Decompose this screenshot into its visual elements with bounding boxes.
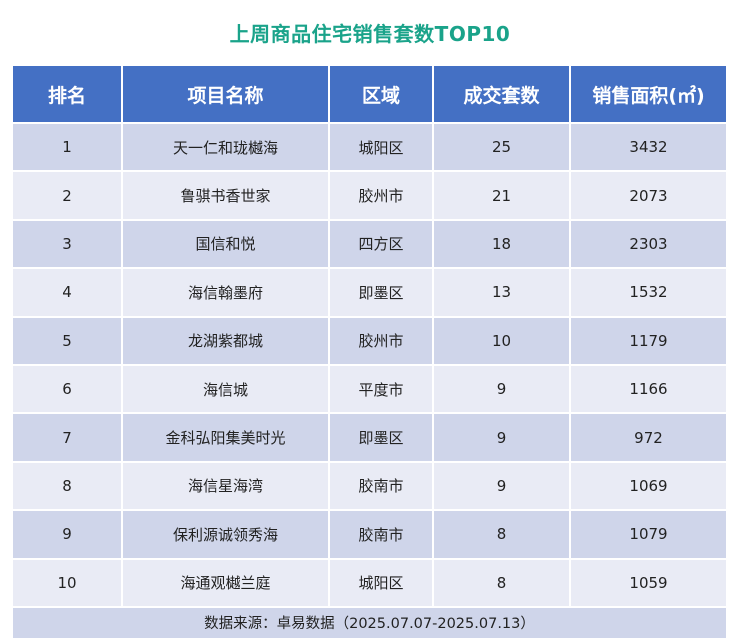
units-sold-cell: 21 [432,170,570,220]
table-row: 4 海信翰墨府 即墨区 13 1532 [13,267,726,317]
project-name-cell: 龙湖紫都城 [121,315,329,365]
rank-cell: 4 [13,267,122,317]
sales-area-cell: 2073 [569,170,726,220]
column-header-project-name: 项目名称 [121,66,329,123]
rank-cell: 7 [13,412,122,462]
district-cell: 胶南市 [328,509,433,559]
project-name-cell: 海信城 [121,363,329,414]
table-header-row: 排名 项目名称 区域 成交套数 销售面积(㎡) [13,66,726,123]
column-header-district: 区域 [328,66,433,123]
district-cell: 四方区 [328,218,433,269]
sales-area-cell: 972 [569,412,726,462]
units-sold-cell: 10 [432,315,570,365]
district-cell: 城阳区 [328,557,433,607]
sales-area-cell: 3432 [569,121,726,172]
table-row: 7 金科弘阳集美时光 即墨区 9 972 [13,412,726,462]
rank-cell: 9 [13,509,122,559]
page-title: 上周商品住宅销售套数TOP10 [229,22,511,46]
project-name-cell: 海通观樾兰庭 [121,557,329,607]
rank-cell: 1 [13,121,122,172]
district-cell: 城阳区 [328,121,433,172]
district-cell: 平度市 [328,363,433,414]
data-source-note: 数据来源：卓易数据（2025.07.07-2025.07.13） [13,605,726,638]
table-row: 9 保利源诚领秀海 胶南市 8 1079 [13,509,726,559]
rank-cell: 8 [13,460,122,511]
sales-area-cell: 1059 [569,557,726,607]
table-row: 2 鲁骐书香世家 胶州市 21 2073 [13,170,726,220]
units-sold-cell: 9 [432,412,570,462]
table-row: 5 龙湖紫都城 胶州市 10 1179 [13,315,726,365]
project-name-cell: 天一仁和珑樾海 [121,121,329,172]
project-name-cell: 海信翰墨府 [121,267,329,317]
district-cell: 胶州市 [328,170,433,220]
rank-cell: 10 [13,557,122,607]
units-sold-cell: 18 [432,218,570,269]
sales-area-cell: 1532 [569,267,726,317]
district-cell: 胶州市 [328,315,433,365]
sales-area-cell: 1069 [569,460,726,511]
units-sold-cell: 9 [432,460,570,511]
table-row: 3 国信和悦 四方区 18 2303 [13,218,726,269]
sales-area-cell: 1179 [569,315,726,365]
project-name-cell: 国信和悦 [121,218,329,269]
district-cell: 即墨区 [328,412,433,462]
project-name-cell: 海信星海湾 [121,460,329,511]
project-name-cell: 金科弘阳集美时光 [121,412,329,462]
rank-cell: 3 [13,218,122,269]
units-sold-cell: 8 [432,557,570,607]
project-name-cell: 鲁骐书香世家 [121,170,329,220]
table-row: 1 天一仁和珑樾海 城阳区 25 3432 [13,121,726,172]
units-sold-cell: 8 [432,509,570,559]
table-row: 10 海通观樾兰庭 城阳区 8 1059 [13,557,726,607]
units-sold-cell: 25 [432,121,570,172]
column-header-units-sold: 成交套数 [432,66,570,123]
table-row: 6 海信城 平度市 9 1166 [13,363,726,414]
project-name-cell: 保利源诚领秀海 [121,509,329,559]
column-header-sales-area: 销售面积(㎡) [569,66,726,123]
table-footer-row: 数据来源：卓易数据（2025.07.07-2025.07.13） [13,605,726,638]
units-sold-cell: 9 [432,363,570,414]
rank-cell: 5 [13,315,122,365]
table-row: 8 海信星海湾 胶南市 9 1069 [13,460,726,511]
district-cell: 即墨区 [328,267,433,317]
rank-cell: 6 [13,363,122,414]
sales-area-cell: 1079 [569,509,726,559]
column-header-rank: 排名 [13,66,122,123]
district-cell: 胶南市 [328,460,433,511]
sales-area-cell: 2303 [569,218,726,269]
sales-table: 排名 项目名称 区域 成交套数 销售面积(㎡) 1 天一仁和珑樾海 城阳区 25… [13,66,726,638]
units-sold-cell: 13 [432,267,570,317]
sales-area-cell: 1166 [569,363,726,414]
rank-cell: 2 [13,170,122,220]
